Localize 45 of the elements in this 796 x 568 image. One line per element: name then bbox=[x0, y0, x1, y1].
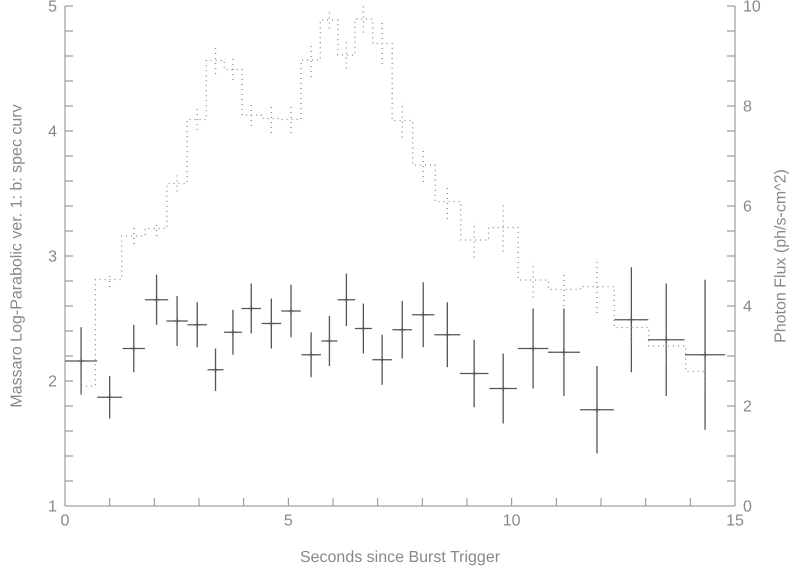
y2-tick-label: 6 bbox=[743, 198, 752, 216]
point bbox=[268, 320, 276, 328]
point bbox=[529, 344, 537, 352]
y2-tick-label: 0 bbox=[743, 498, 752, 516]
y2-tick-label: 8 bbox=[743, 98, 752, 116]
y2-tick-label: 4 bbox=[743, 298, 752, 316]
x-tick-label: 0 bbox=[60, 512, 70, 530]
point bbox=[342, 296, 350, 304]
point bbox=[194, 321, 201, 328]
point bbox=[77, 357, 85, 365]
point bbox=[420, 311, 427, 318]
point bbox=[628, 316, 636, 324]
point bbox=[106, 394, 114, 401]
x-tick-label: 10 bbox=[502, 512, 521, 530]
point bbox=[229, 328, 237, 336]
y2-axis-title: Photon Flux (ph/s-cm^2) bbox=[772, 169, 790, 343]
y2-tick-label: 10 bbox=[743, 0, 761, 16]
point bbox=[500, 384, 507, 392]
point bbox=[212, 366, 220, 374]
x-tick-label: 5 bbox=[284, 512, 293, 530]
point bbox=[307, 351, 315, 358]
point bbox=[326, 337, 334, 345]
point bbox=[152, 296, 160, 304]
point bbox=[470, 370, 478, 378]
point bbox=[130, 344, 138, 352]
y-axis-title: Massaro Log-Parabolic ver. 1: b: spec curv bbox=[8, 104, 26, 408]
point bbox=[593, 406, 601, 414]
y-tick-label: 1 bbox=[48, 498, 58, 516]
y-tick-label: 3 bbox=[48, 248, 58, 266]
point bbox=[173, 317, 181, 325]
point bbox=[560, 348, 568, 356]
point bbox=[360, 324, 368, 332]
x-axis-title: Seconds since Burst Trigger bbox=[300, 549, 501, 566]
point bbox=[378, 356, 386, 364]
y-tick-label: 4 bbox=[48, 124, 58, 141]
y2-tick-label: 2 bbox=[743, 398, 752, 416]
point bbox=[444, 331, 451, 338]
point bbox=[701, 351, 709, 358]
y-tick-label: 5 bbox=[48, 0, 58, 16]
point bbox=[662, 336, 670, 344]
x-tick-label: 15 bbox=[726, 512, 744, 530]
point bbox=[248, 304, 255, 312]
y-tick-label: 2 bbox=[48, 374, 58, 391]
point bbox=[398, 326, 406, 334]
point bbox=[287, 307, 295, 315]
